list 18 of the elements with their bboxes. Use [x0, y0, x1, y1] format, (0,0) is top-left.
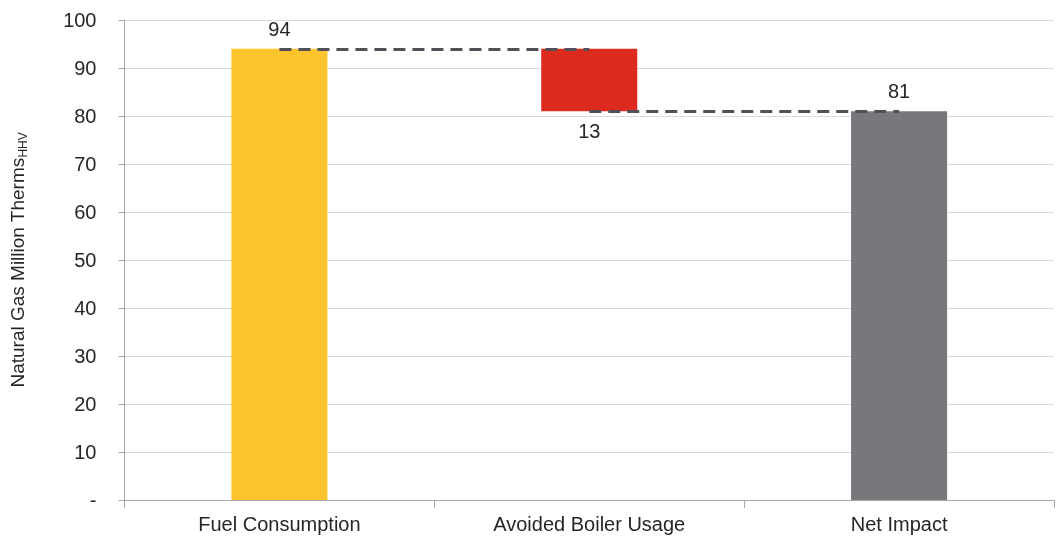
y-tick-label: 60 [74, 201, 97, 223]
y-tick-label: 10 [74, 441, 97, 463]
y-tick-label: 70 [74, 153, 97, 175]
data-label: 81 [887, 80, 911, 103]
y-tick-label: 20 [74, 393, 97, 415]
y-tick-label: 100 [63, 9, 97, 31]
x-tick-label: Net Impact [850, 513, 948, 535]
y-tick-label: 40 [74, 297, 97, 319]
y-tick-label: - [89, 489, 97, 511]
data-label: 13 [578, 120, 601, 143]
y-tick-label: 80 [74, 105, 97, 127]
data-label: 94 [268, 17, 291, 40]
x-tick-label: Fuel Consumption [198, 513, 361, 535]
y-axis-title: Natural Gas Million ThermsHHV [7, 132, 30, 388]
y-tick-label: 50 [74, 249, 97, 271]
x-tick-label: Avoided Boiler Usage [493, 513, 686, 535]
y-tick-label: 30 [74, 345, 97, 367]
y-tick-label: 90 [74, 57, 97, 79]
